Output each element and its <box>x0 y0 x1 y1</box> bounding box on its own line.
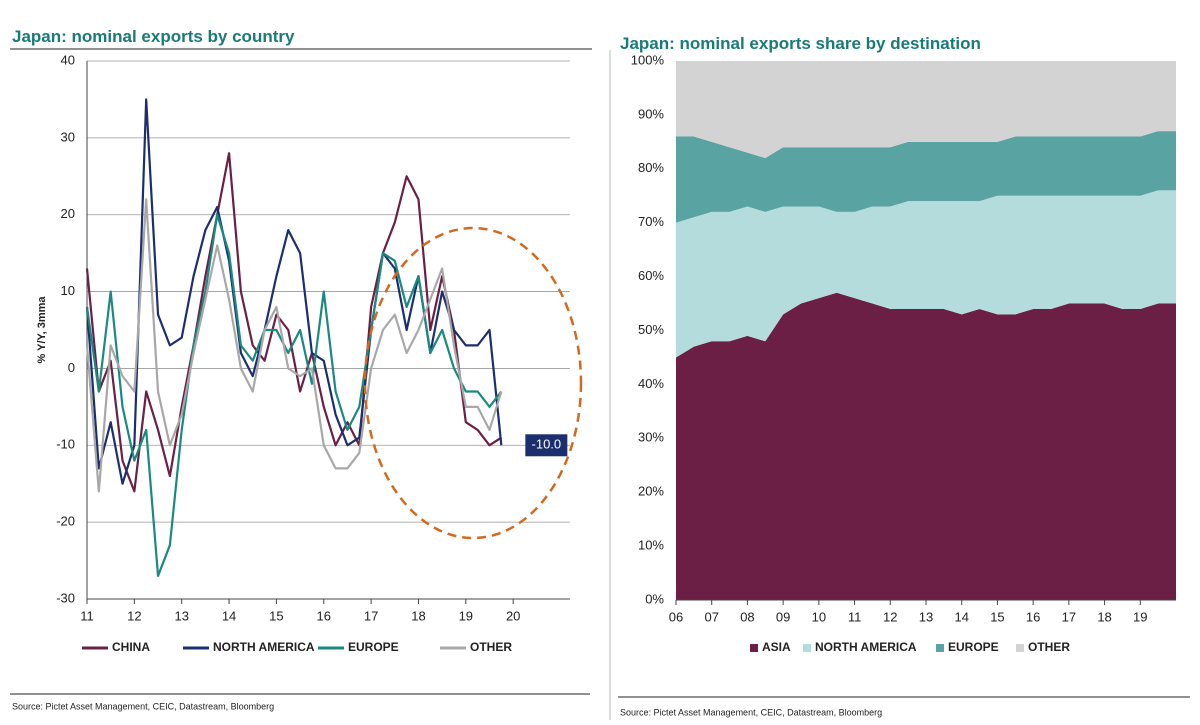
y-tick-label: 0% <box>645 591 664 606</box>
legend-label: EUROPE <box>348 640 399 654</box>
y-tick-label: -30 <box>56 590 75 605</box>
line <box>85 213 503 578</box>
y-tick-label: -20 <box>56 514 75 529</box>
x-tick-label: 09 <box>776 609 790 624</box>
source: Source: Pictet Asset Management, CEIC, D… <box>620 707 882 717</box>
legend-label: OTHER <box>1028 640 1070 654</box>
y-tick-label: -10 <box>56 437 75 452</box>
line <box>85 198 503 493</box>
highlight-ellipse <box>363 226 583 540</box>
legend-swatch <box>803 644 811 652</box>
y-tick-label: 10% <box>638 538 664 553</box>
y-tick-label: 30% <box>638 430 664 445</box>
x-tick-label: 12 <box>883 609 897 624</box>
x-tick-label: 17 <box>1062 609 1076 624</box>
y-tick-label: 100% <box>631 52 665 67</box>
y-tick-label: 20 <box>61 206 75 221</box>
legend-label: CHINA <box>112 640 150 654</box>
line <box>85 98 503 485</box>
y-tick-label: 40% <box>638 376 664 391</box>
x-tick-label: 16 <box>1026 609 1040 624</box>
x-tick-label: 11 <box>80 608 94 623</box>
x-tick-label: 13 <box>174 608 188 623</box>
source: Source: Pictet Asset Management, CEIC, D… <box>12 701 274 711</box>
x-tick-label: 11 <box>848 609 862 624</box>
y-tick-label: 80% <box>638 160 664 175</box>
legend-label: OTHER <box>470 640 512 654</box>
x-tick-label: 06 <box>669 609 683 624</box>
legend-label: NORTH AMERICA <box>213 640 315 654</box>
x-tick-label: 15 <box>990 609 1004 624</box>
x-tick-label: 15 <box>269 608 283 623</box>
line <box>85 152 502 493</box>
x-tick-label: 20 <box>506 608 520 623</box>
x-tick-label: 19 <box>459 608 473 623</box>
legend-label: NORTH AMERICA <box>815 640 917 654</box>
annotation-box <box>525 434 568 457</box>
y-tick-label: 0 <box>68 360 75 375</box>
legend-swatch <box>936 644 944 652</box>
y-tick-label: 20% <box>638 484 664 499</box>
x-tick-label: 13 <box>919 609 933 624</box>
area <box>676 61 1176 159</box>
chart-title: Japan: nominal exports by country <box>12 27 295 46</box>
y-axis-label: % Y/Y, 3mma <box>36 296 48 364</box>
y-tick-label: 40 <box>61 52 75 67</box>
x-tick-label: 18 <box>1097 609 1111 624</box>
area <box>676 131 1176 223</box>
x-tick-label: 17 <box>364 608 378 623</box>
x-tick-label: 16 <box>317 608 331 623</box>
x-tick-label: 10 <box>812 609 826 624</box>
x-tick-label: 08 <box>740 609 754 624</box>
legend-label: EUROPE <box>948 640 999 654</box>
y-tick-label: 90% <box>638 106 664 121</box>
annotation-label: -10.0 <box>532 437 562 452</box>
x-tick-label: 18 <box>411 608 425 623</box>
legend-swatch <box>750 644 758 652</box>
chart-title: Japan: nominal exports share by destinat… <box>620 34 981 53</box>
x-tick-label: 19 <box>1133 609 1147 624</box>
legend-label: ASIA <box>762 640 791 654</box>
x-tick-label: 12 <box>127 608 141 623</box>
y-tick-label: 10 <box>61 283 75 298</box>
y-tick-label: 60% <box>638 268 664 283</box>
y-tick-label: 30 <box>61 129 75 144</box>
legend-swatch <box>1016 644 1024 652</box>
x-tick-label: 14 <box>954 609 968 624</box>
y-tick-label: 50% <box>638 322 664 337</box>
x-tick-label: 14 <box>222 608 236 623</box>
y-tick-label: 70% <box>638 214 664 229</box>
area <box>676 292 1176 600</box>
area <box>676 190 1176 358</box>
x-tick-label: 07 <box>704 609 718 624</box>
